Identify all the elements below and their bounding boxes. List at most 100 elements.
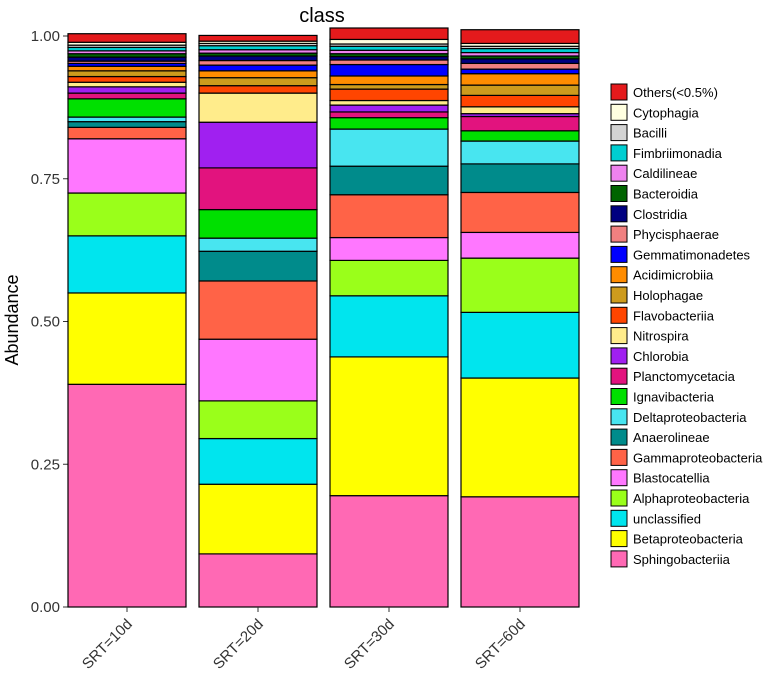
bar-segment [67,92,187,100]
bar-segment [67,138,187,194]
legend-swatch [610,266,628,284]
legend-label: Others(<0.5%) [633,85,718,100]
legend-label: Cytophagia [633,105,700,120]
bar-segment [460,94,580,108]
bar-segment [329,27,449,41]
bar-segment [198,167,318,211]
bar-segment [198,55,318,62]
legend-label: Alphaproteobacteria [633,491,750,506]
y-axis: 0.00 0.25 0.50 0.75 1.00 [31,28,68,616]
bar-segment [329,356,449,497]
bar-segment [329,128,449,167]
bar-segment [67,292,187,385]
legend-label: Sphingobacteriia [633,552,731,567]
legend-swatch [610,103,628,121]
legend-label: Planctomycetacia [633,369,736,384]
legend-swatch [610,286,628,304]
bar-segment [67,383,187,608]
legend-label: Gemmatimonadetes [633,247,751,262]
legend-label: unclassified [633,511,701,526]
bar-segment [329,495,449,608]
bar-segment [67,75,187,83]
legend-swatch [610,83,628,101]
legend-swatch [610,530,628,548]
x-tick-label: SRT=20d [210,616,267,673]
bar-segment [198,553,318,608]
legend-label: Fimbriimonadia [633,146,723,161]
bar-segment [329,59,449,66]
legend-label: Clostridia [633,207,688,222]
bar-segment [329,83,449,90]
bar-segment [460,191,580,234]
legend-swatch [610,144,628,162]
legend-swatch [610,205,628,223]
legend-label: Deltaproteobacteria [633,410,747,425]
bar-segment [460,231,580,259]
bar-segment [329,104,449,113]
legend-swatch [610,185,628,202]
legend-swatch [610,347,628,365]
bar-segment [460,58,580,65]
legend-swatch [610,408,628,426]
bar-segment [329,88,449,102]
bar-segment [198,121,318,169]
legend-label: Ignavibacteria [633,390,715,405]
bar-segment [198,59,318,66]
bar-segment [460,62,580,70]
bar-segment [329,194,449,239]
legend-swatch [610,225,628,243]
bar-segment [198,483,318,555]
bar-segment [198,34,318,42]
bar-segment [198,250,318,282]
legend-label: Flavobacteriia [633,308,715,323]
legend-swatch [610,327,628,345]
bar-segment [67,98,187,118]
y-tick-label: 0.25 [31,456,60,473]
bar-segment [67,235,187,294]
bar-segment [460,68,580,75]
legend-swatch [610,550,628,568]
bar-segment [198,237,318,252]
bar-segment [198,400,318,440]
bar-segment [460,140,580,165]
y-tick-label: 0.75 [31,171,60,188]
legend-swatch [610,509,628,527]
legend-label: Bacilli [633,126,667,141]
bar-segment [67,70,187,78]
legend-swatch [610,306,628,324]
bar-segment [67,192,187,237]
y-tick-label: 1.00 [31,28,60,45]
legend-swatch [610,388,628,405]
legend-label: Chlorobia [633,349,689,364]
y-tick-label: 0.50 [31,314,60,331]
bar-segment [460,130,580,142]
legend-swatch [610,448,628,466]
x-tick-label: SRT=60d [472,616,529,673]
legend-swatch [610,469,628,487]
bar-segment [198,338,318,402]
bar-segment [67,33,187,43]
bar-segment [198,85,318,94]
bar-segment [460,311,580,379]
bar-segment [460,496,580,608]
x-axis: SRT=10d SRT=20d SRT=30d SRT=60d [79,607,529,673]
legend-label: Caldilineae [633,166,697,181]
bar-segment [460,115,580,132]
bar-segment [460,29,580,45]
x-tick-label: SRT=30d [341,616,398,673]
bar-segment [67,121,187,128]
bar-segment [329,38,449,45]
bar-segment [67,116,187,123]
legend-swatch [610,245,628,263]
bar-segment [460,73,580,86]
bars-area [67,27,580,608]
legend-swatch [610,367,628,385]
legend-label: Nitrospira [633,329,689,344]
bar-segment [329,165,449,196]
chart-title: class [299,5,345,27]
bar-segment [67,81,187,88]
bar-segment [329,259,449,297]
bar-segment [67,126,187,140]
legend-label: Anaerolineae [633,430,710,445]
